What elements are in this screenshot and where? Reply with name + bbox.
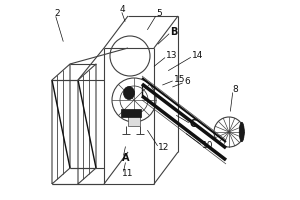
Text: 11: 11 (122, 170, 134, 178)
Ellipse shape (239, 122, 244, 142)
Text: 8: 8 (232, 85, 238, 94)
Text: 14: 14 (192, 51, 203, 60)
Text: 12: 12 (158, 144, 169, 152)
Text: 15: 15 (174, 75, 185, 84)
Text: 6: 6 (184, 77, 190, 86)
Text: 2: 2 (54, 9, 60, 19)
Text: A: A (122, 153, 130, 163)
Text: B: B (170, 27, 177, 37)
Bar (128, 116, 140, 126)
Ellipse shape (124, 86, 134, 99)
Text: 13: 13 (166, 51, 178, 60)
Text: 4: 4 (120, 5, 126, 15)
Text: 5: 5 (156, 9, 162, 19)
Text: 10: 10 (202, 142, 214, 150)
Bar (121, 109, 141, 117)
Text: C: C (190, 119, 197, 129)
